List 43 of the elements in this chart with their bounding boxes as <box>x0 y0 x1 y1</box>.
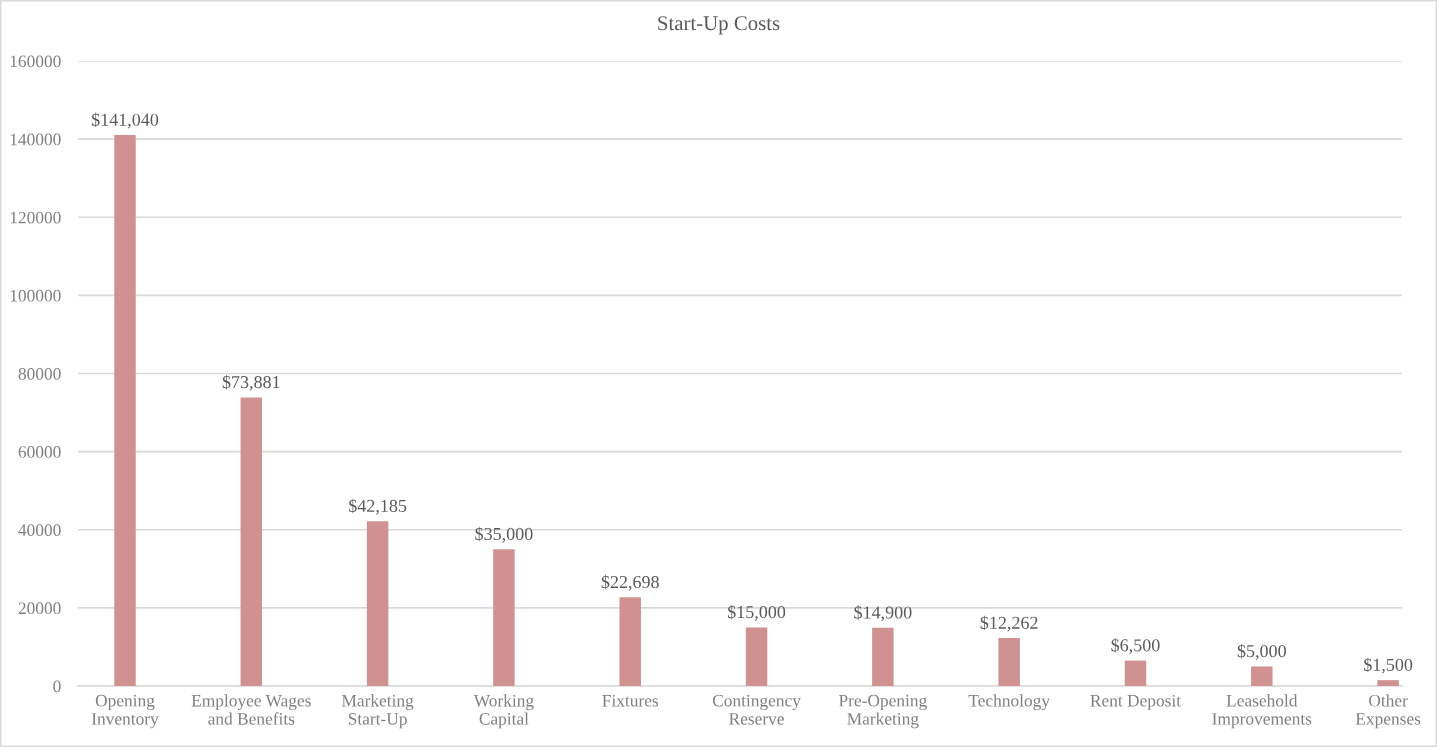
x-tick-label: Opening Inventory <box>91 694 159 729</box>
data-label: $35,000 <box>475 526 533 543</box>
y-tick-label: 140000 <box>10 133 61 146</box>
x-tick-label: Rent Deposit <box>1090 694 1181 711</box>
y-tick-label: 20000 <box>18 602 61 615</box>
x-tick-label: Employee Wages and Benefits <box>191 694 311 725</box>
y-tick-label: 100000 <box>10 289 61 302</box>
data-label: $5,000 <box>1237 643 1286 660</box>
bar <box>1377 680 1399 686</box>
y-tick-label: 40000 <box>18 524 61 536</box>
bar <box>114 135 136 686</box>
x-tick-label: Contingency Reserve <box>712 694 801 725</box>
bar <box>1124 660 1147 686</box>
x-tick-label: Leasehold Improvements <box>1212 694 1312 729</box>
chart-title: Start-Up Costs <box>658 16 780 35</box>
bar <box>240 397 263 686</box>
bar <box>493 549 515 686</box>
x-tick-label: Other Expenses <box>1355 694 1421 729</box>
data-label: $42,185 <box>349 498 407 515</box>
bar <box>1251 666 1273 686</box>
y-tick-label: 160000 <box>10 55 61 68</box>
data-label: $14,900 <box>854 605 912 622</box>
bar <box>366 521 389 686</box>
data-label: $73,881 <box>222 374 280 391</box>
y-tick-label: 80000 <box>18 367 61 380</box>
bar <box>745 627 768 686</box>
x-tick-label: Marketing Start-Up <box>341 694 414 729</box>
data-label: $1,500 <box>1364 657 1413 674</box>
bar <box>619 597 641 686</box>
data-label: $141,040 <box>91 112 159 129</box>
data-label: $12,262 <box>980 615 1038 632</box>
y-tick-label: 0 <box>53 680 61 693</box>
x-tick-label: Pre-Opening Marketing <box>839 694 927 729</box>
x-tick-label: Working Capital <box>473 694 534 729</box>
data-label: $22,698 <box>601 574 659 591</box>
bar <box>998 638 1020 686</box>
data-label: $6,500 <box>1111 638 1160 654</box>
y-tick-label: 120000 <box>10 211 61 224</box>
x-tick-label: Fixtures <box>602 694 659 707</box>
y-tick-label: 60000 <box>18 446 61 458</box>
data-label: $15,000 <box>727 604 786 621</box>
bar <box>872 627 894 686</box>
x-tick-label: Technology <box>968 694 1050 711</box>
